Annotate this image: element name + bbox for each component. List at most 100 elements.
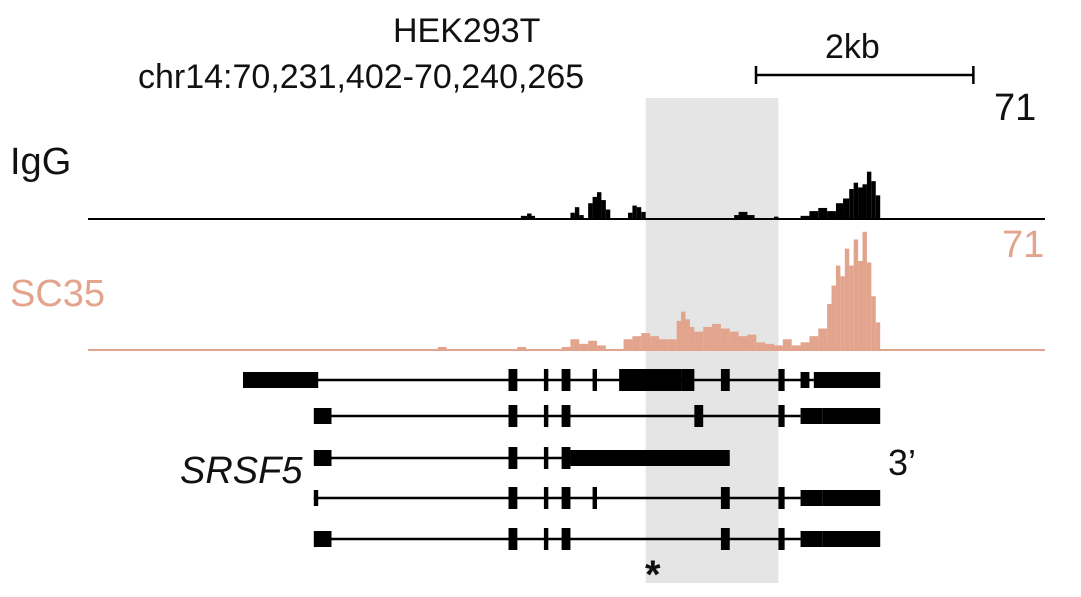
igg-signal-bar <box>738 211 748 219</box>
igg-signal-bar <box>641 211 646 219</box>
sc35-signal-bar <box>818 328 828 350</box>
igg-signal-bar <box>849 189 854 219</box>
igg-signal-bar <box>520 215 528 219</box>
sc35-signal-bar <box>875 322 881 350</box>
sc35-signal-bar <box>831 285 836 350</box>
genome-browser-figure <box>88 66 1045 583</box>
three-prime-end-label: 3’ <box>888 442 917 483</box>
igg-signal-bar <box>605 209 611 219</box>
sc35-signal-bar <box>703 326 713 350</box>
sc35-signal-bar <box>774 345 783 350</box>
transcript-exon <box>592 369 597 391</box>
sc35-signal-bar <box>844 248 850 350</box>
igg-signal-bar <box>827 211 836 219</box>
sc35-signal-bar <box>791 345 801 350</box>
sc35-signal-bar <box>579 343 589 350</box>
sc35-signal-bar <box>835 265 841 350</box>
sc35-signal-bar <box>765 343 774 350</box>
sc35-signal-bar <box>871 296 876 350</box>
transcript-exon <box>561 369 571 391</box>
igg-signal-bar <box>774 216 779 219</box>
sc35-signal-bar <box>632 336 642 350</box>
igg-signal-bar <box>636 207 642 219</box>
transcript-exon <box>313 490 319 506</box>
igg-signal-bar <box>597 192 602 219</box>
igg-signal-bar <box>871 181 876 219</box>
scale-bar-label: 2kb <box>825 28 880 66</box>
sc35-signal-bar <box>862 231 867 350</box>
transcript-exon <box>243 372 319 388</box>
sc35-signal-bar <box>561 346 571 350</box>
sc35-signal-bar <box>866 262 872 350</box>
transcript-exon <box>720 528 730 550</box>
transcript-exon <box>508 528 518 550</box>
transcript-exon <box>561 487 571 509</box>
transcript-exon <box>313 531 332 547</box>
transcript-exon <box>543 528 549 550</box>
igg-signal-bar <box>800 215 810 219</box>
region-marker-asterisk: * <box>645 553 661 597</box>
igg-signal-bar <box>809 211 819 219</box>
igg-signal-bar <box>601 200 606 219</box>
sc35-signal-bar <box>756 342 766 350</box>
sc35-signal-bar <box>800 342 810 350</box>
sc35-signal-bar <box>694 331 704 350</box>
transcript-exon <box>543 447 549 469</box>
transcript-exon <box>822 490 881 506</box>
sc35-signal-bar <box>849 265 854 350</box>
sc35-signal-bar <box>588 340 597 350</box>
sc35-signal-bar <box>597 345 606 350</box>
transcript-exon <box>592 487 597 509</box>
igg-signal-bar <box>858 187 863 219</box>
transcript-exon <box>778 487 785 509</box>
sc35-signal-bar <box>720 328 730 350</box>
igg-signal-bar <box>579 215 584 219</box>
transcript-exon <box>543 369 549 391</box>
sc35-signal-bar <box>712 323 721 350</box>
sc35-signal-bar <box>858 260 863 350</box>
sc35-signal-bar <box>517 346 527 350</box>
sc35-signal-bar <box>747 334 757 350</box>
transcript-exon <box>800 531 823 547</box>
sc35-signal-bar <box>676 320 682 350</box>
transcript-exon <box>561 405 571 427</box>
transcript-exon <box>508 447 518 469</box>
transcript-exon <box>720 487 730 509</box>
transcript-exon <box>778 405 785 427</box>
sc35-signal-bar <box>729 331 739 350</box>
sc35-signal-bar <box>658 339 668 350</box>
gene-name-label: SRSF5 <box>180 450 303 492</box>
sc35-signal-bar <box>738 336 748 350</box>
sc35-signal-bar <box>689 326 695 350</box>
transcript-exon <box>720 369 730 391</box>
transcript-exon <box>561 528 571 550</box>
sc35-signal-bar <box>641 333 651 350</box>
transcript-exon <box>543 487 549 509</box>
sc35-signal-bar <box>650 336 659 350</box>
igg-signal-bar <box>875 195 881 219</box>
locus-coordinates: chr14:70,231,402-70,240,265 <box>138 58 585 96</box>
transcript-exon <box>508 405 518 427</box>
igg-track-max: 71 <box>994 87 1037 129</box>
transcript-exon <box>778 528 785 550</box>
transcript-exon <box>508 369 518 391</box>
transcript-exon <box>619 369 682 391</box>
sc35-signal-bar <box>685 319 690 350</box>
sc35-signal-bar <box>570 339 580 350</box>
sc35-signal-bar <box>809 336 819 350</box>
sc35-signal-bar <box>623 339 633 350</box>
transcript-exon <box>313 450 332 466</box>
igg-signal-bar <box>632 205 637 219</box>
igg-signal-bar <box>843 198 850 219</box>
igg-signal-bar <box>862 184 867 219</box>
igg-signal-bar <box>835 203 844 219</box>
sc35-signal-bar <box>782 339 792 350</box>
igg-signal-bar <box>627 212 633 219</box>
transcript-exon <box>681 369 695 391</box>
cell-line-title: HEK293T <box>393 12 541 50</box>
sc35-signal-bar <box>853 239 859 350</box>
sc35-track-label: SC35 <box>10 273 106 315</box>
transcript-exon <box>778 369 785 391</box>
igg-signal-bar <box>531 215 536 219</box>
transcript-exon <box>561 447 571 469</box>
